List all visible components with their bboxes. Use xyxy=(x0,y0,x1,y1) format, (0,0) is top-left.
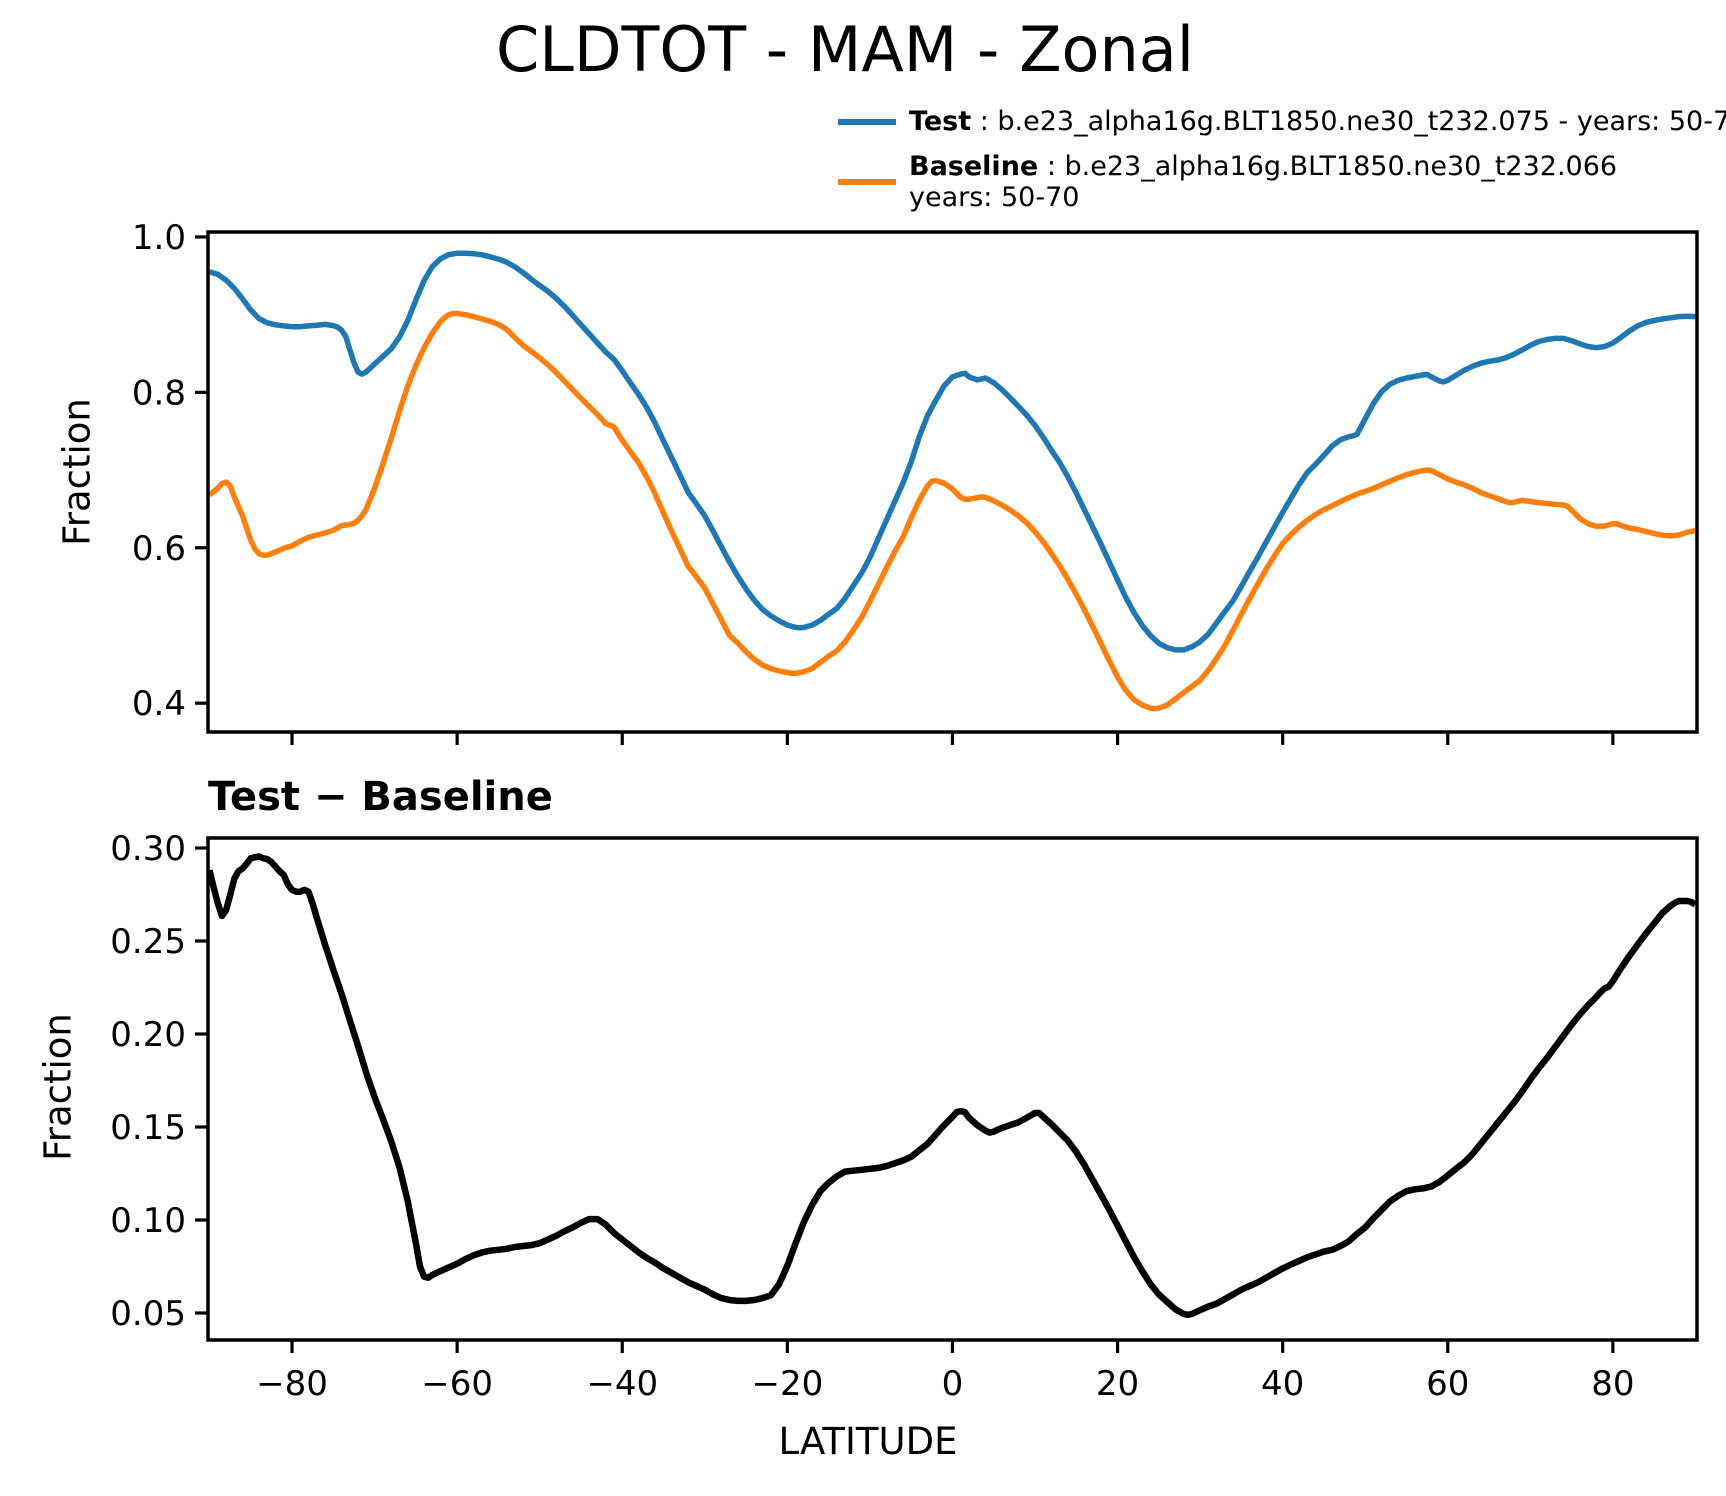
diff-xtick-label: 20 xyxy=(1096,1364,1139,1404)
baseline-line-swatch-icon xyxy=(838,179,896,186)
test-legend-sep: : xyxy=(971,106,998,137)
diff-xtick-label: 60 xyxy=(1426,1364,1469,1404)
test-line-swatch-icon xyxy=(838,118,896,125)
test-legend-label: Test : b.e23_alpha16g.BLT1850.ne30_t232.… xyxy=(909,106,1726,137)
zonal-plot-frame xyxy=(206,230,1699,734)
diff-xtick-label: 0 xyxy=(942,1364,964,1404)
diff-xtick-label: −40 xyxy=(586,1364,658,1404)
diff-ytick-label: 0.30 xyxy=(110,829,186,869)
diff-ytick-label: 0.25 xyxy=(110,922,186,962)
top-plot-ylabel: Fraction xyxy=(55,398,99,546)
legend-item-test: Test : b.e23_alpha16g.BLT1850.ne30_t232.… xyxy=(838,106,1726,137)
diff-ytick-label: 0.15 xyxy=(110,1108,186,1148)
legend-item-baseline: Baseline : b.e23_alpha16g.BLT1850.ne30_t… xyxy=(838,151,1726,213)
zonal-ytick-label: 0.4 xyxy=(132,684,186,724)
diff-ytick-label: 0.05 xyxy=(110,1294,186,1334)
diff-ytick-label: 0.20 xyxy=(110,1015,186,1055)
test-legend-bold: Test xyxy=(909,106,972,137)
test-series-line xyxy=(208,250,1696,653)
baseline-legend-sep: : xyxy=(1038,151,1065,183)
diff-plot-frame xyxy=(206,836,1699,1342)
baseline-legend-label: Baseline : b.e23_alpha16g.BLT1850.ne30_t… xyxy=(909,151,1617,213)
diff-plot-subtitle: Test − Baseline xyxy=(208,774,553,820)
bottom-plot-ylabel: Fraction xyxy=(36,1013,80,1161)
x-axis-label: LATITUDE xyxy=(778,1420,958,1463)
diff-ytick-label: 0.10 xyxy=(110,1201,186,1241)
baseline-series-line xyxy=(207,310,1696,712)
zonal-ytick-label: 0.6 xyxy=(132,529,186,569)
baseline-legend-years: years: 50-70 xyxy=(909,182,1080,214)
difference-series-line xyxy=(206,853,1698,1319)
diff-xtick-label: −80 xyxy=(256,1364,328,1404)
diff-xtick-label: 80 xyxy=(1591,1364,1634,1404)
page-title: CLDTOT - MAM - Zonal xyxy=(495,13,1194,86)
diff-xtick-label: −20 xyxy=(751,1364,823,1404)
baseline-legend-desc: b.e23_alpha16g.BLT1850.ne30_t232.066 xyxy=(1064,151,1618,183)
legend: Test : b.e23_alpha16g.BLT1850.ne30_t232.… xyxy=(838,106,1726,213)
baseline-legend-bold: Baseline xyxy=(909,151,1039,183)
diff-xtick-label: 40 xyxy=(1261,1364,1304,1404)
zonal-ytick-label: 1.0 xyxy=(132,218,186,258)
test-legend-desc: b.e23_alpha16g.BLT1850.ne30_t232.075 - y… xyxy=(997,106,1726,137)
zonal-ytick-label: 0.8 xyxy=(132,373,186,413)
diff-xtick-label: −60 xyxy=(421,1364,493,1404)
